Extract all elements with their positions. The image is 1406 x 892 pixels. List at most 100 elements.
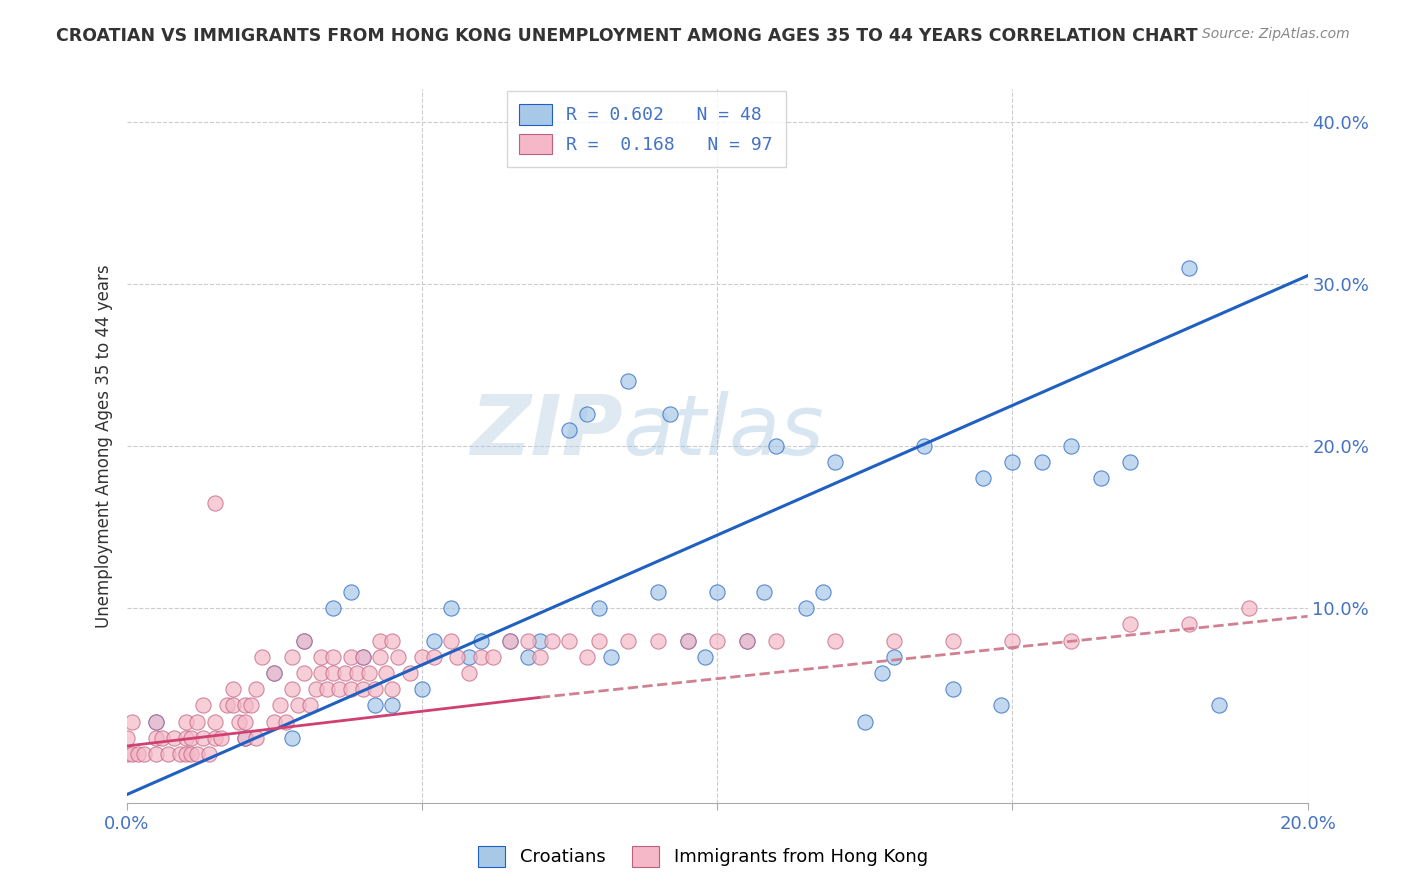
Y-axis label: Unemployment Among Ages 35 to 44 years: Unemployment Among Ages 35 to 44 years <box>94 264 112 628</box>
Point <box>156 747 179 761</box>
Point <box>499 633 522 648</box>
Point <box>411 682 433 697</box>
Point <box>558 423 581 437</box>
Legend: Croatians, Immigrants from Hong Kong: Croatians, Immigrants from Hong Kong <box>471 838 935 874</box>
Point <box>695 649 717 664</box>
Point <box>676 633 699 648</box>
Point <box>115 747 138 761</box>
Point <box>198 747 221 761</box>
Point <box>115 731 138 745</box>
Point <box>340 682 363 697</box>
Point <box>381 698 404 713</box>
Point <box>1208 698 1230 713</box>
Point <box>204 714 226 729</box>
Point <box>274 714 297 729</box>
Point <box>1001 633 1024 648</box>
Point <box>540 633 562 648</box>
Point <box>204 496 226 510</box>
Point <box>174 714 197 729</box>
Point <box>647 585 669 599</box>
Point <box>346 666 368 681</box>
Point <box>316 682 339 697</box>
Point <box>1090 471 1112 485</box>
Point <box>333 666 356 681</box>
Point <box>363 698 385 713</box>
Point <box>576 407 599 421</box>
Point <box>281 682 304 697</box>
Point <box>193 731 215 745</box>
Point <box>174 747 197 761</box>
Point <box>281 649 304 664</box>
Text: Source: ZipAtlas.com: Source: ZipAtlas.com <box>1202 27 1350 41</box>
Point <box>311 649 333 664</box>
Point <box>328 682 350 697</box>
Point <box>193 698 215 713</box>
Point <box>588 633 610 648</box>
Point <box>470 633 492 648</box>
Point <box>470 649 492 664</box>
Point <box>411 649 433 664</box>
Point <box>121 714 143 729</box>
Point <box>169 747 191 761</box>
Point <box>340 585 363 599</box>
Point <box>245 682 267 697</box>
Point <box>1031 455 1053 469</box>
Point <box>676 633 699 648</box>
Point <box>576 649 599 664</box>
Point <box>942 633 965 648</box>
Point <box>824 633 846 648</box>
Point <box>735 633 758 648</box>
Point <box>287 698 309 713</box>
Point <box>458 666 481 681</box>
Point <box>357 666 380 681</box>
Point <box>1237 601 1260 615</box>
Point <box>617 633 640 648</box>
Point <box>972 471 994 485</box>
Point <box>209 731 232 745</box>
Point <box>298 698 321 713</box>
Point <box>304 682 326 697</box>
Point <box>145 747 167 761</box>
Text: atlas: atlas <box>623 392 824 472</box>
Point <box>322 601 344 615</box>
Point <box>352 682 374 697</box>
Point <box>127 747 149 761</box>
Point <box>517 633 540 648</box>
Point <box>912 439 935 453</box>
Point <box>263 714 285 729</box>
Point <box>440 633 463 648</box>
Point <box>121 747 143 761</box>
Point <box>658 407 681 421</box>
Point <box>440 601 463 615</box>
Point <box>588 601 610 615</box>
Point <box>233 698 256 713</box>
Point <box>233 731 256 745</box>
Point <box>824 455 846 469</box>
Point <box>794 601 817 615</box>
Point <box>352 649 374 664</box>
Point <box>529 633 551 648</box>
Point <box>422 649 444 664</box>
Point <box>292 633 315 648</box>
Point <box>292 666 315 681</box>
Point <box>381 633 404 648</box>
Point <box>1119 617 1142 632</box>
Point <box>370 649 392 664</box>
Point <box>215 698 238 713</box>
Point <box>517 649 540 664</box>
Point <box>186 747 208 761</box>
Point <box>499 633 522 648</box>
Point <box>245 731 267 745</box>
Point <box>281 731 304 745</box>
Text: ZIP: ZIP <box>470 392 623 472</box>
Point <box>529 649 551 664</box>
Point <box>145 731 167 745</box>
Point <box>381 682 404 697</box>
Point <box>186 714 208 729</box>
Point <box>322 649 344 664</box>
Point <box>647 633 669 648</box>
Point <box>233 714 256 729</box>
Point <box>145 714 167 729</box>
Point <box>883 633 905 648</box>
Legend: R = 0.602   N = 48, R =  0.168   N = 97: R = 0.602 N = 48, R = 0.168 N = 97 <box>506 91 786 167</box>
